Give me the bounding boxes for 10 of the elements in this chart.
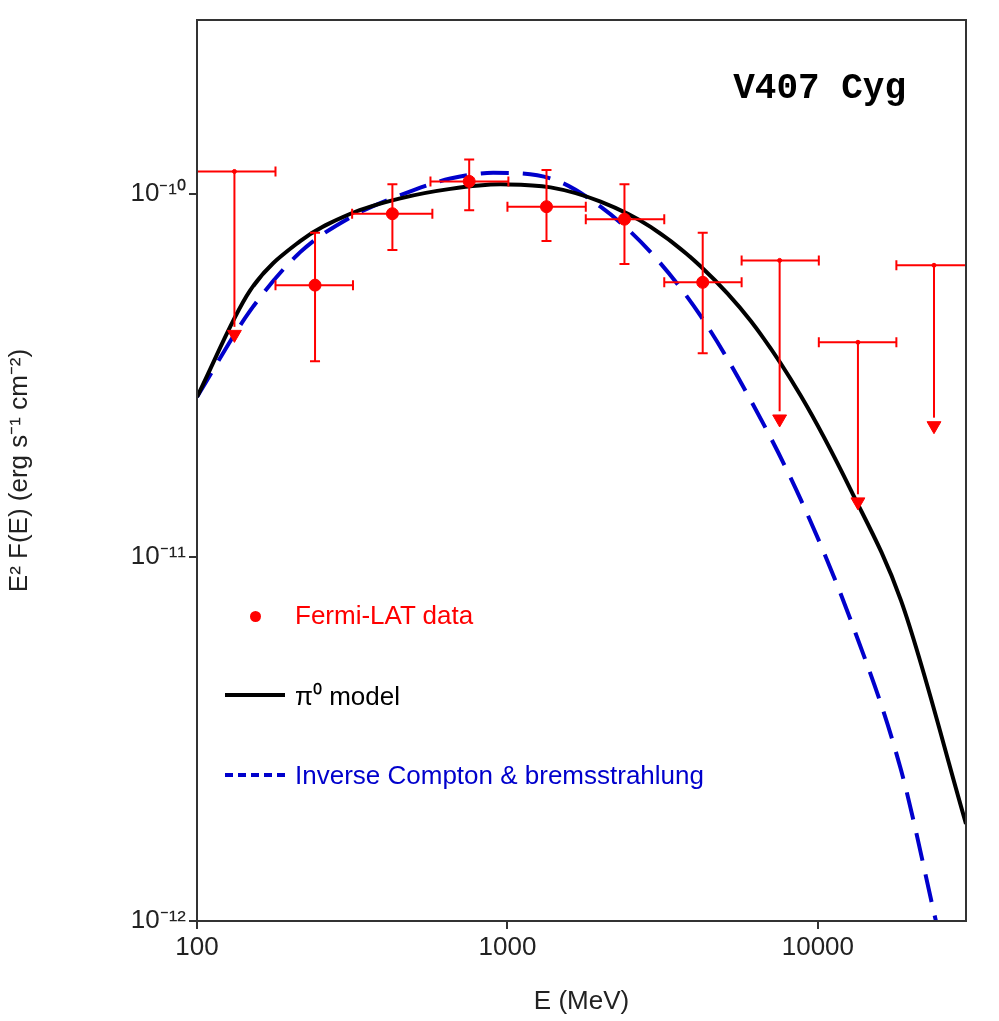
y-axis-title: E² F(E) (erg s⁻¹ cm⁻²) xyxy=(2,348,33,593)
x-tick-label: 1000 xyxy=(478,930,537,961)
y-tick-label: 10⁻¹¹ xyxy=(130,540,187,571)
x-tick-label: 10000 xyxy=(781,930,855,961)
x-axis-title: E (MeV) xyxy=(533,984,630,1015)
legend-label: Fermi-LAT data xyxy=(295,599,474,631)
legend-label: Inverse Compton & bremsstrahlung xyxy=(295,759,704,791)
legend-label: π⁰ model xyxy=(295,680,400,713)
annotation: V407 Cyg xyxy=(733,68,906,109)
y-tick-label: 10⁻¹⁰ xyxy=(130,176,186,207)
